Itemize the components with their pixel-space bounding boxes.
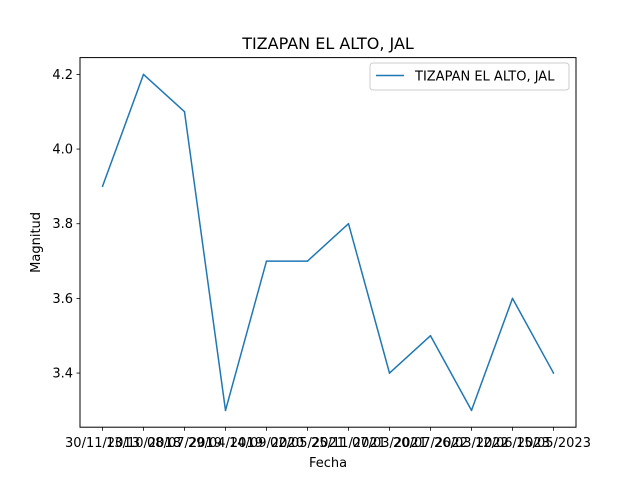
- x-tick-label: 25/11/2021: [311, 436, 386, 451]
- data-point: [347, 222, 350, 225]
- x-axis-label: Fecha: [309, 456, 347, 471]
- y-tick-label: 4.0: [52, 143, 73, 158]
- legend-label: TIZAPAN EL ALTO, JAL: [414, 70, 555, 85]
- x-tick-label: 14/09/2020: [229, 436, 304, 451]
- data-point: [101, 185, 104, 188]
- x-tick-label: 02/05/2021: [270, 436, 345, 451]
- x-tick-label: 29/04/2019: [188, 436, 263, 451]
- data-point: [511, 297, 514, 300]
- x-axis: 30/11/201313/10/201808/07/201929/04/2019…: [65, 427, 591, 451]
- data-point: [388, 372, 391, 374]
- y-tick-label: 4.2: [52, 68, 73, 83]
- y-axis: 3.4 3.6 3.8 4.0 4.2: [52, 68, 80, 382]
- data-point: [306, 260, 309, 262]
- y-tick-label: 3.4: [52, 367, 73, 382]
- x-tick-label: 12/06/2023: [475, 436, 550, 451]
- y-tick-label: 3.8: [52, 217, 73, 232]
- y-tick-label: 3.6: [52, 292, 73, 307]
- data-point: [142, 73, 145, 76]
- data-point: [552, 372, 555, 374]
- data-point: [470, 409, 473, 412]
- x-tick-label: 07/03/2021: [352, 436, 427, 451]
- x-tick-label: 30/11/2013: [65, 436, 140, 451]
- series-layer: [101, 73, 555, 412]
- series-line: [101, 73, 555, 412]
- legend-box: [369, 62, 570, 91]
- data-point: [224, 409, 227, 412]
- data-point: [429, 334, 432, 337]
- x-tick-label: 13/10/2018: [106, 436, 181, 451]
- data-point: [183, 110, 186, 113]
- x-tick-label: 26/03/2022: [434, 436, 509, 451]
- data-point: [265, 260, 268, 262]
- legend: TIZAPAN EL ALTO, JAL: [369, 62, 570, 91]
- chart-title: TIZAPAN EL ALTO, JAL: [241, 34, 414, 53]
- x-tick-label: 15/05/2023: [516, 436, 591, 451]
- y-axis-label: Magnitud: [29, 212, 44, 273]
- x-tick-label: 08/07/2019: [147, 436, 222, 451]
- x-tick-label: 20/07/2022: [393, 436, 468, 451]
